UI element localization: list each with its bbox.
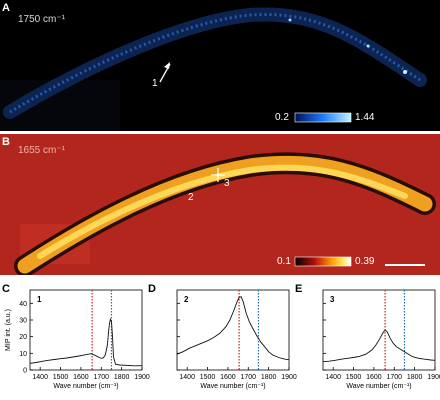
x-tick-label: 1700 [386, 374, 402, 381]
y-tick-label: 10 [19, 351, 27, 358]
x-tick-label: 1900 [281, 374, 297, 381]
panel-b-crosshair [211, 168, 225, 182]
x-tick-label: 1600 [366, 374, 382, 381]
panel-a-marker-label: 1 [152, 78, 158, 89]
panel-a-wavenumber-label: 1750 cm⁻¹ [18, 14, 65, 25]
panel-spot-label: 3 [330, 295, 335, 304]
x-tick-label: 1600 [220, 374, 236, 381]
x-axis-label: Wave number (cm⁻¹) [346, 383, 411, 390]
panel-b-marker-3: 3 [224, 178, 230, 189]
x-tick-label: 1800 [261, 374, 277, 381]
panel-b-image: 1655 cm⁻¹ 2 3 0.1 0.39 [0, 134, 440, 277]
spectrum-line [29, 317, 143, 367]
x-tick-label: 1400 [32, 374, 48, 381]
panel-a-bright-spot [366, 44, 370, 48]
y-tick-label: 30 [19, 318, 27, 325]
spectra-figure: 1400 1500 1600 1700 1800 1900 0 10 20 30 40 1 Wave n… [5, 289, 440, 390]
panel-a-image: 1750 cm⁻¹ 1 0.2 1.44 [0, 0, 440, 131]
x-tick-label: 1800 [407, 374, 423, 381]
panel-a-letter: A [2, 2, 10, 14]
panel-a-colorbar-min: 0.2 [275, 112, 289, 123]
panel-a-worm-signal [9, 12, 421, 114]
x-tick-label: 1500 [53, 374, 69, 381]
x-tick-label: 1900 [427, 374, 440, 381]
panel-a-worm-svg [0, 7, 427, 131]
panel-d-letter: D [148, 283, 156, 295]
panel-spot-label: 1 [37, 295, 42, 304]
y-tick-label: 0 [23, 368, 27, 375]
y-tick-label: 40 [19, 301, 27, 308]
x-axis-label: Wave number (cm⁻¹) [200, 383, 265, 390]
x-tick-label: 1900 [134, 374, 150, 381]
spectrum-line [176, 296, 290, 361]
panel-b-colorbar-max: 0.39 [355, 256, 375, 267]
panel-c-letter: C [2, 283, 10, 295]
x-tick-label: 1400 [179, 374, 195, 381]
x-tick-label: 1600 [73, 374, 89, 381]
x-axis-label: Wave number (cm⁻¹) [53, 383, 118, 390]
x-tick-label: 1800 [114, 374, 130, 381]
y-tick-label: 20 [19, 334, 27, 341]
x-tick-label: 1700 [93, 374, 109, 381]
plot-frame [322, 289, 436, 371]
panel-b-worm-core [37, 164, 408, 259]
panel-a-arrowhead [164, 62, 170, 69]
panel-a-colorbar-max: 1.44 [355, 112, 375, 123]
panel-b-colorbar [294, 256, 352, 267]
panel-b-marker-2: 2 [188, 192, 194, 203]
panel-a-bright-spot [288, 18, 292, 22]
x-tick-label: 1500 [200, 374, 216, 381]
panel-b-wavenumber-label: 1655 cm⁻¹ [18, 145, 65, 156]
spectrum-line [322, 329, 436, 363]
plot-frame [29, 289, 143, 371]
x-tick-label: 1700 [240, 374, 256, 381]
panel-e-letter: E [295, 283, 303, 295]
panel-b-scale-bar [385, 264, 425, 266]
x-tick-label: 1400 [325, 374, 341, 381]
panel-b-letter: B [2, 136, 10, 148]
panel-b-colorbar-min: 0.1 [277, 256, 291, 267]
plot-frame [176, 289, 290, 371]
y-axis-label: MIP int. (a.u.) [5, 309, 12, 351]
panel-spot-label: 2 [184, 295, 189, 304]
x-tick-label: 1500 [346, 374, 362, 381]
panel-a-bright-spot [403, 70, 407, 74]
panel-a-colorbar [294, 112, 352, 123]
panel-b-worm-svg [14, 152, 436, 277]
